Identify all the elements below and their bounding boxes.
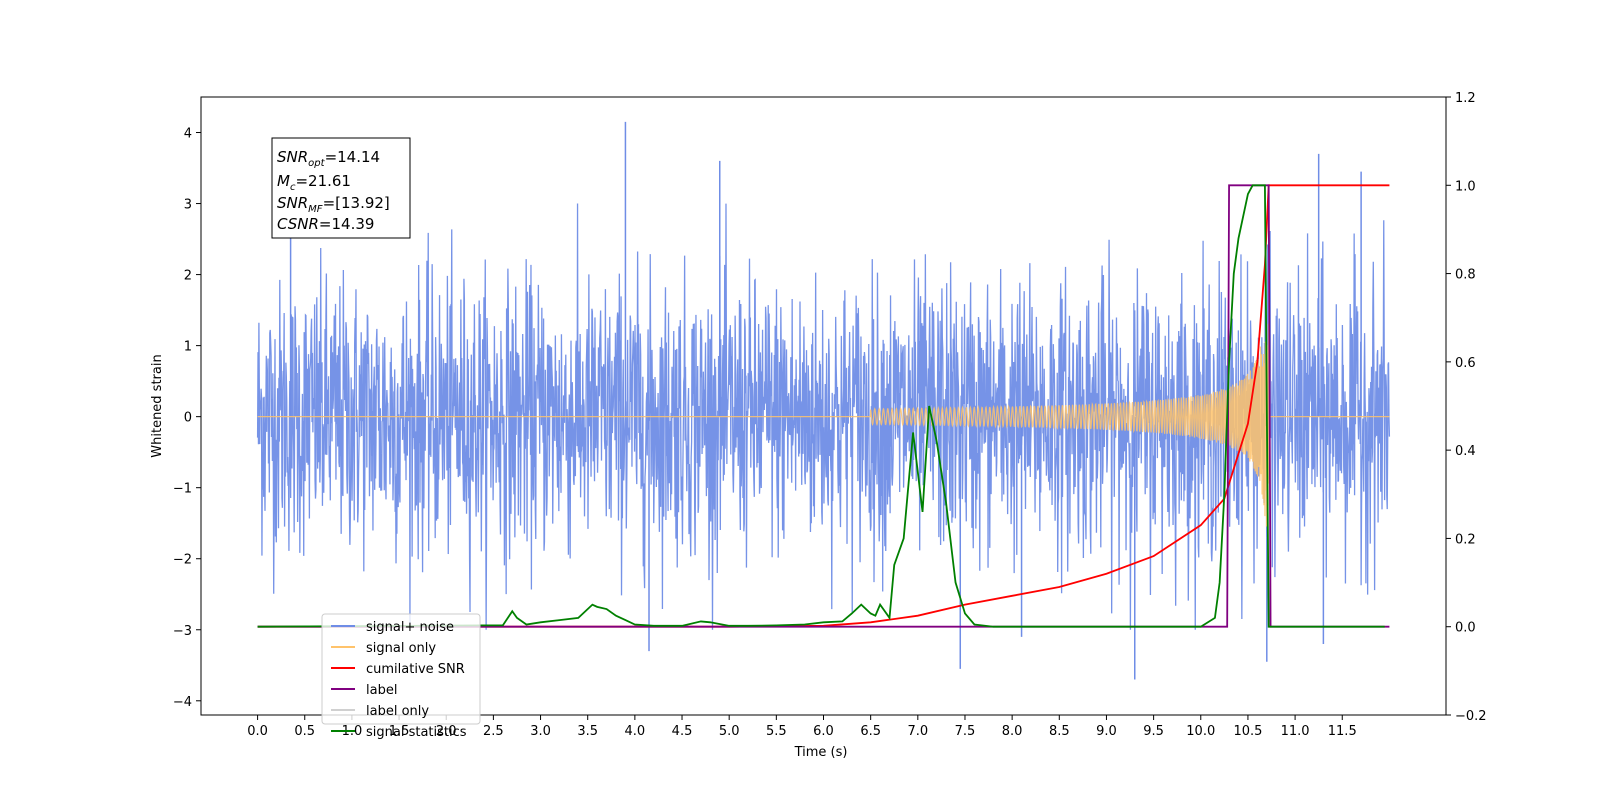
- y2-tick-label: 1.2: [1455, 91, 1476, 106]
- series-signal-only: [257, 302, 1390, 527]
- x-tick-label: 11.5: [1328, 724, 1357, 739]
- series-signal-statistics: [257, 184, 1385, 628]
- x-tick-label: 11.0: [1281, 724, 1310, 739]
- y-tick-label: 4: [184, 127, 192, 142]
- y-tick-label: −3: [173, 624, 192, 639]
- x-tick-label: 7.5: [955, 724, 976, 739]
- x-tick-label: 1.5: [389, 724, 410, 739]
- legend-label: signal+ noise: [366, 620, 454, 635]
- y-tick-label: 2: [184, 269, 192, 284]
- signal-trace: [257, 302, 1390, 527]
- x-tick-label: 9.0: [1096, 724, 1117, 739]
- x-tick-label: 10.0: [1186, 724, 1215, 739]
- x-tick-label: 6.5: [860, 724, 881, 739]
- x-tick-label: 2.5: [483, 724, 504, 739]
- y2-tick-label: 1.0: [1455, 179, 1476, 194]
- x-tick-label: 4.5: [672, 724, 693, 739]
- annotation-csnr: CSNR=14.39: [277, 215, 374, 233]
- y-axis-left: 4 3 2 1 0 −1 −2 −3 −4: [173, 127, 201, 710]
- x-tick-label: 8.5: [1049, 724, 1070, 739]
- x-tick-label: 0.5: [294, 724, 315, 739]
- y-axis-right: 1.2 1.0 0.8 0.6 0.4 0.2 0.0 −0.2: [1446, 91, 1487, 724]
- y-tick-label: 1: [184, 340, 192, 355]
- legend-label: signal only: [366, 641, 436, 656]
- x-tick-label: 9.5: [1143, 724, 1164, 739]
- legend-label: cumilative SNR: [366, 662, 465, 677]
- x-tick-label: 7.0: [907, 724, 928, 739]
- y-axis-label: Whitened strain: [150, 354, 165, 457]
- legend: signal+ noise signal only cumilative SNR la…: [321, 613, 481, 740]
- x-tick-label: 3.0: [530, 724, 551, 739]
- x-tick-label: 2.0: [436, 724, 457, 739]
- x-tick-label: 0.0: [247, 724, 268, 739]
- y-tick-label: −1: [173, 482, 192, 497]
- annotation-box: SNRopt=14.14 Mc=21.61 SNRMF=[13.92] CSNR…: [271, 137, 411, 239]
- plot-area: [256, 121, 1391, 680]
- legend-label: label: [366, 683, 397, 698]
- x-tick-label: 3.5: [577, 724, 598, 739]
- annotation-mc: Mc=21.61: [277, 172, 351, 193]
- legend-label: label only: [366, 704, 429, 719]
- y-tick-label: −4: [173, 695, 192, 710]
- annotation-snr-mf: SNRMF=[13.92]: [277, 194, 390, 215]
- x-tick-label: 10.5: [1233, 724, 1262, 739]
- y-tick-label: −2: [173, 553, 192, 568]
- y2-tick-label: −0.2: [1455, 709, 1487, 724]
- x-tick-label: 4.0: [625, 724, 646, 739]
- x-tick-label: 5.0: [719, 724, 740, 739]
- x-axis-label: Time (s): [794, 745, 848, 760]
- y-tick-label: 3: [184, 198, 192, 213]
- y2-tick-label: 0.0: [1455, 621, 1476, 636]
- y2-tick-label: 0.8: [1455, 268, 1476, 283]
- y-tick-label: 0: [184, 411, 192, 426]
- y2-tick-label: 0.2: [1455, 532, 1476, 547]
- annotation-snr-opt: SNRopt=14.14: [277, 148, 380, 169]
- x-tick-label: 8.0: [1002, 724, 1023, 739]
- y2-tick-label: 0.4: [1455, 444, 1476, 459]
- legend-label: signal statistics: [366, 725, 467, 740]
- x-tick-label: 5.5: [766, 724, 787, 739]
- x-tick-label: 6.0: [813, 724, 834, 739]
- line-signal-statistics: [257, 184, 1385, 628]
- y2-tick-label: 0.6: [1455, 356, 1476, 371]
